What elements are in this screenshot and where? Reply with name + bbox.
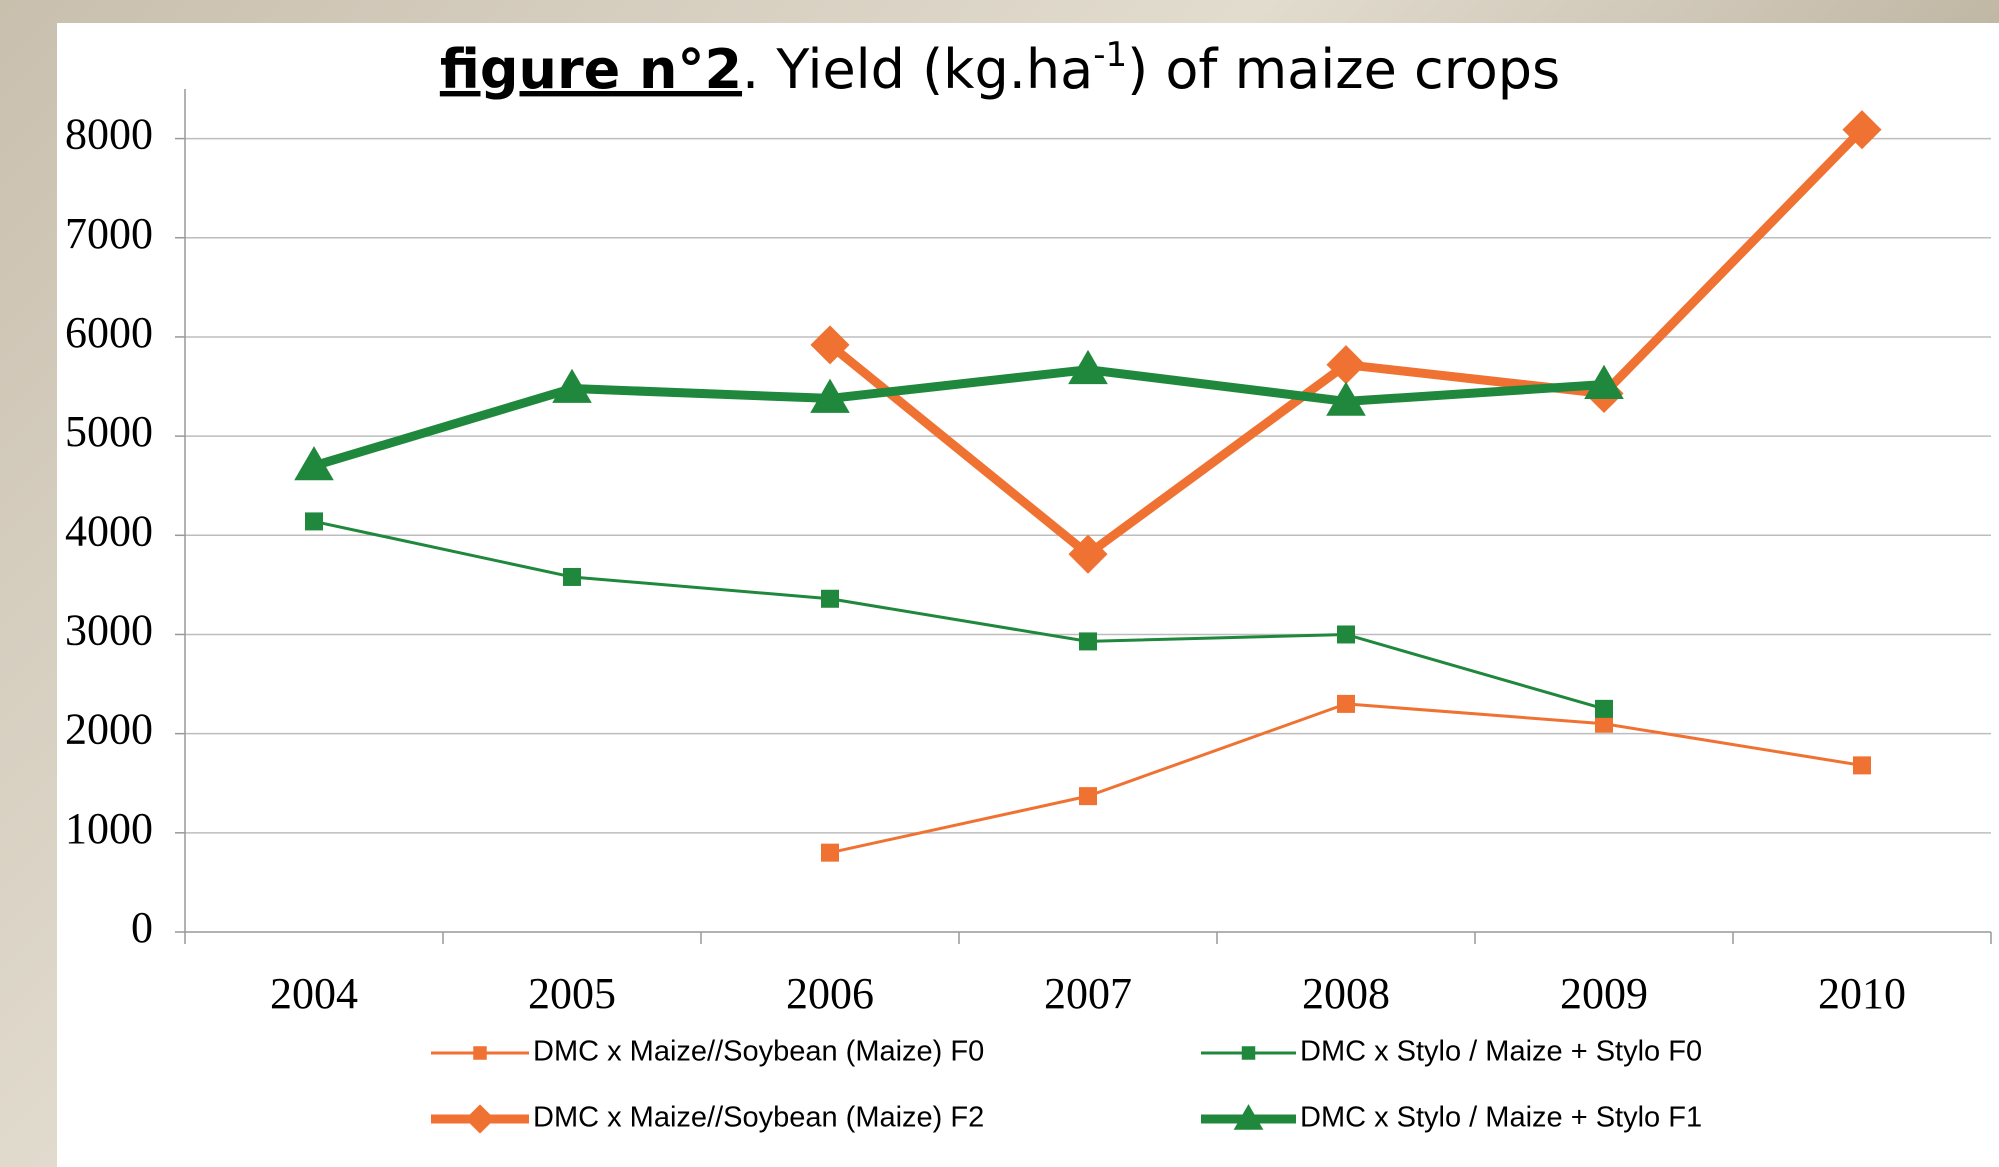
marker	[1079, 632, 1097, 650]
title-label: figure n°2	[440, 38, 742, 101]
y-tick-label: 8000	[65, 110, 153, 159]
y-tick-label: 3000	[65, 606, 153, 655]
marker	[1337, 625, 1355, 643]
marker	[1337, 695, 1355, 713]
legend-label: DMC x Maize//Soybean (Maize) F2	[533, 1102, 984, 1134]
x-tick-label: 2004	[270, 969, 358, 1018]
x-tick-label: 2005	[528, 969, 616, 1018]
x-tick-label: 2009	[1560, 969, 1648, 1018]
y-tick-label: 0	[131, 903, 153, 952]
marker	[563, 568, 581, 586]
y-tick-label: 4000	[65, 506, 153, 555]
title-text: . Yield (kg.ha	[742, 38, 1093, 101]
marker	[1853, 756, 1871, 774]
marker	[821, 590, 839, 608]
title-text: ) of maize crops	[1127, 38, 1560, 101]
x-tick-label: 2007	[1044, 969, 1132, 1018]
marker	[821, 844, 839, 862]
y-tick-label: 1000	[65, 804, 153, 853]
title-superscript: -1	[1093, 35, 1127, 75]
marker	[1595, 700, 1613, 718]
y-tick-label: 7000	[65, 209, 153, 258]
marker	[1079, 787, 1097, 805]
chart-title: figure n°2. Yield (kg.ha-1) of maize cro…	[440, 35, 1560, 101]
legend-label: DMC x Maize//Soybean (Maize) F0	[533, 1036, 984, 1068]
x-tick-label: 2008	[1302, 969, 1390, 1018]
legend-marker	[1242, 1046, 1256, 1060]
legend-marker	[473, 1046, 487, 1060]
x-tick-label: 2010	[1818, 969, 1906, 1018]
legend-label: DMC x Stylo / Maize + Stylo F1	[1300, 1102, 1702, 1134]
x-tick-label: 2006	[786, 969, 874, 1018]
page: figure n°2. Yield (kg.ha-1) of maize cro…	[0, 0, 1999, 1167]
y-tick-label: 5000	[65, 407, 153, 456]
y-tick-label: 6000	[65, 308, 153, 357]
legend-label: DMC x Stylo / Maize + Stylo F0	[1300, 1036, 1702, 1068]
marker	[305, 512, 323, 530]
y-tick-label: 2000	[65, 705, 153, 754]
chart: figure n°2. Yield (kg.ha-1) of maize cro…	[0, 0, 1999, 1167]
